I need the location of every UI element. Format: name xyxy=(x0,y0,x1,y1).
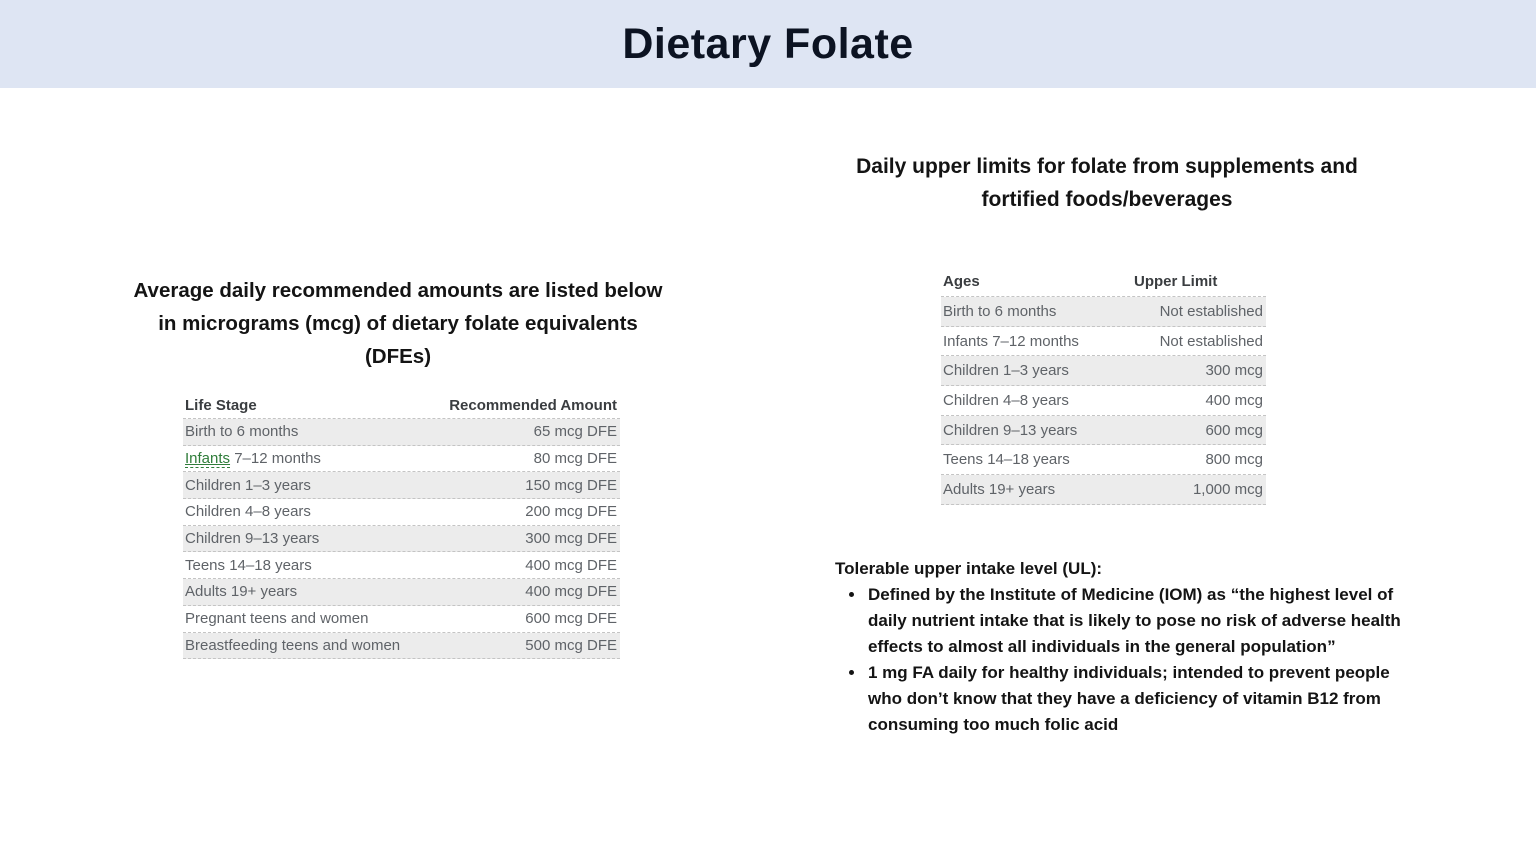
table-body: Birth to 6 months 65 mcg DFE Infants 7–12 … xyxy=(183,419,620,660)
table-row: Birth to 6 months Not established xyxy=(941,297,1266,327)
table-row: Adults 19+ years 1,000 mcg xyxy=(941,475,1266,505)
column-header-life-stage: Life Stage xyxy=(185,396,257,414)
row-value: 800 mcg xyxy=(1205,451,1263,469)
table-header-row: Ages Upper Limit xyxy=(941,267,1266,297)
row-label: Birth to 6 months xyxy=(943,302,1057,320)
row-value: 300 mcg DFE xyxy=(525,530,617,548)
row-label: Adults 19+ years xyxy=(185,583,298,601)
row-value: 300 mcg xyxy=(1205,362,1263,380)
row-label: Children 9–13 years xyxy=(185,530,320,548)
row-label: Infants 7–12 months xyxy=(185,450,321,469)
row-label: Teens 14–18 years xyxy=(943,451,1070,469)
row-label: Pregnant teens and women xyxy=(185,610,369,628)
table-row: Birth to 6 months 65 mcg DFE xyxy=(183,419,620,446)
notes-bullet: Defined by the Institute of Medicine (IO… xyxy=(866,582,1415,660)
page-title: Dietary Folate xyxy=(622,19,914,68)
notes-bullet: 1 mg FA daily for healthy individuals; i… xyxy=(866,660,1415,738)
table-row: Teens 14–18 years 400 mcg DFE xyxy=(183,552,620,580)
table-row: Infants 7–12 months 80 mcg DFE xyxy=(183,446,620,473)
table-header-row: Life Stage Recommended Amount xyxy=(183,392,620,419)
row-label: Breastfeeding teens and women xyxy=(185,636,401,654)
table-row: Children 4–8 years 200 mcg DFE xyxy=(183,499,620,526)
row-value: 1,000 mcg xyxy=(1192,480,1263,498)
column-header-recommended-amount: Recommended Amount xyxy=(449,396,617,414)
row-label: Children 4–8 years xyxy=(943,391,1069,409)
row-value: 65 mcg DFE xyxy=(533,423,617,441)
row-label: Children 1–3 years xyxy=(185,476,311,494)
table-row: Children 4–8 years 400 mcg xyxy=(941,386,1266,416)
infants-link[interactable]: Infants xyxy=(185,450,231,469)
notes-bullet-list: Defined by the Institute of Medicine (IO… xyxy=(835,582,1415,738)
table-row: Infants 7–12 months Not established xyxy=(941,327,1266,357)
table-row: Adults 19+ years 400 mcg DFE xyxy=(183,579,620,606)
table-row: Children 9–13 years 300 mcg DFE xyxy=(183,525,620,553)
row-value: 400 mcg DFE xyxy=(525,583,617,601)
upper-limits-heading: Daily upper limits for folate from suppl… xyxy=(856,155,1358,211)
row-value: Not established xyxy=(1159,302,1263,320)
row-value: 80 mcg DFE xyxy=(533,450,617,468)
table-row: Teens 14–18 years 800 mcg xyxy=(941,445,1266,476)
row-label: Children 4–8 years xyxy=(185,503,311,521)
row-value: 150 mcg DFE xyxy=(525,476,617,494)
row-value: 600 mcg xyxy=(1205,421,1263,439)
row-value: 500 mcg DFE xyxy=(525,636,617,654)
table-body: Birth to 6 months Not established Infants … xyxy=(941,297,1266,505)
upper-limits-table: Ages Upper Limit Birth to 6 months Not es… xyxy=(941,267,1266,505)
row-value: 200 mcg DFE xyxy=(525,503,617,521)
notes-title: Tolerable upper intake level (UL): xyxy=(835,559,1103,578)
row-value: 600 mcg DFE xyxy=(525,610,617,628)
table-row: Children 1–3 years 150 mcg DFE xyxy=(183,472,620,500)
row-value: Not established xyxy=(1159,332,1263,350)
table-row: Children 9–13 years 600 mcg xyxy=(941,415,1266,446)
title-band: Dietary Folate xyxy=(0,0,1536,88)
row-label: Adults 19+ years xyxy=(943,480,1056,498)
table-row: Breastfeeding teens and women 500 mcg DFE xyxy=(183,632,620,660)
row-label: Children 1–3 years xyxy=(943,362,1069,380)
row-value: 400 mcg DFE xyxy=(525,556,617,574)
recommended-amounts-heading: Average daily recommended amounts are li… xyxy=(133,279,663,368)
row-label: Birth to 6 months xyxy=(185,423,299,441)
tolerable-upper-intake-notes: Tolerable upper intake level (UL): Defin… xyxy=(835,556,1415,738)
recommended-amounts-table: Life Stage Recommended Amount Birth to 6… xyxy=(183,392,620,660)
row-value: 400 mcg xyxy=(1205,391,1263,409)
column-header-ages: Ages xyxy=(943,273,980,290)
row-label: Children 9–13 years xyxy=(943,421,1078,439)
table-row: Children 1–3 years 300 mcg xyxy=(941,356,1266,387)
table-row: Pregnant teens and women 600 mcg DFE xyxy=(183,606,620,633)
row-label: Infants 7–12 months xyxy=(943,332,1079,350)
row-label: Teens 14–18 years xyxy=(185,556,312,574)
column-header-upper-limit: Upper Limit xyxy=(1134,273,1218,290)
